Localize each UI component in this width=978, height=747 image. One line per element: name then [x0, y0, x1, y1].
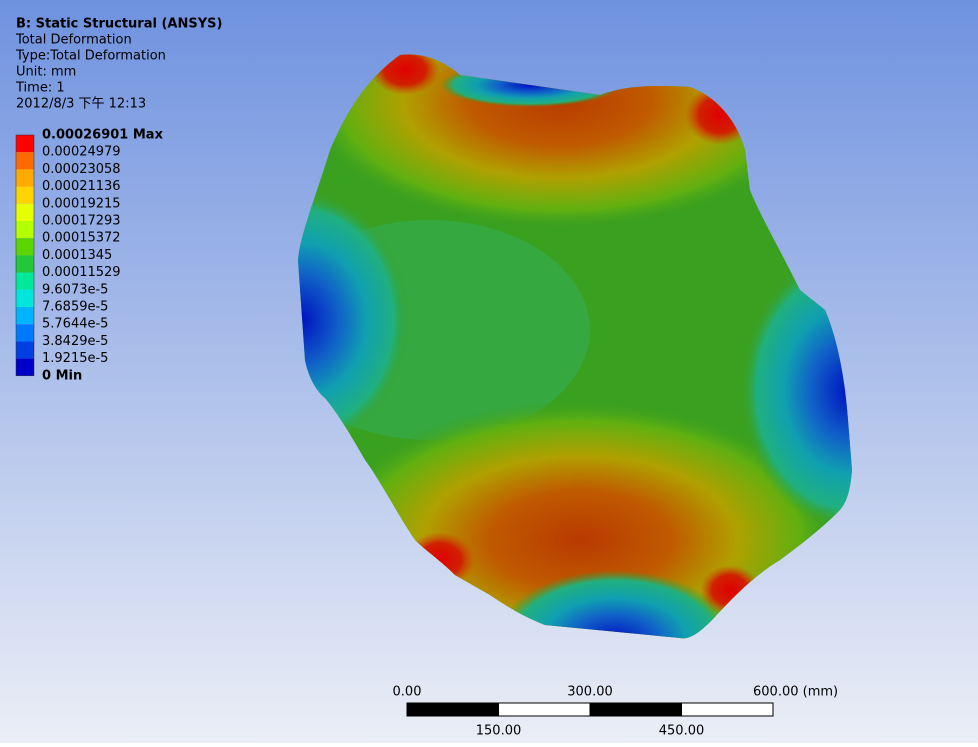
legend-label: 3.8429e-5 — [42, 334, 108, 349]
legend-label: 5.7644e-5 — [42, 317, 108, 332]
info-line: Time: 1 — [15, 81, 65, 96]
legend-swatch — [16, 255, 34, 273]
legend-label: 0.00019215 — [42, 196, 121, 211]
legend-label: 0.0001345 — [42, 248, 112, 263]
scale-segment — [406, 702, 499, 717]
scale-label: 450.00 — [659, 724, 705, 739]
legend-label: 0 Min — [42, 368, 82, 383]
legend-label: 1.9215e-5 — [42, 351, 108, 366]
legend-label: 0.00015372 — [42, 231, 121, 246]
legend-swatch — [16, 341, 34, 359]
legend-swatch — [16, 238, 34, 256]
legend-swatch — [16, 289, 34, 307]
legend-swatch — [16, 135, 34, 153]
scale-label: 300.00 — [567, 685, 613, 700]
legend-frame — [15, 134, 35, 377]
legend-swatch — [16, 358, 34, 376]
info-line: Unit: mm — [16, 65, 76, 80]
legend-swatch — [16, 307, 34, 325]
scale-segment — [498, 702, 591, 717]
legend-label: 0.00017293 — [42, 214, 121, 229]
legend-label: 9.6073e-5 — [42, 282, 108, 297]
legend-label: 0.00023058 — [42, 162, 121, 177]
legend-label: 0.00026901 Max — [42, 128, 164, 143]
legend-label: 0.00011529 — [42, 265, 121, 280]
legend-swatch — [16, 169, 34, 187]
legend-swatch — [16, 186, 34, 204]
info-line: Type:Total Deformation — [15, 49, 166, 64]
legend-swatch — [16, 272, 34, 290]
legend-label: 7.6859e-5 — [42, 300, 108, 315]
scale-label: 0.00 — [393, 685, 422, 700]
legend: 0.00026901 Max 0.00024979 0.00023058 0.0002… — [15, 128, 164, 383]
scale-label: 600.00 (mm) — [753, 685, 838, 700]
legend-label: 0.00021136 — [42, 179, 121, 194]
result-title: B: Static Structural (ANSYS) — [16, 17, 222, 32]
legend-swatch — [16, 221, 34, 239]
legend-swatch — [16, 203, 34, 221]
info-line: 2012/8/3 下午 12:13 — [16, 97, 146, 112]
scale-segment — [589, 702, 682, 717]
legend-swatch — [16, 324, 34, 342]
legend-swatch — [16, 152, 34, 170]
scale-segment — [681, 702, 774, 717]
scale-label: 150.00 — [476, 724, 522, 739]
legend-label: 0.00024979 — [42, 145, 121, 160]
scale-bar: 0.00 300.00 600.00 (mm) 150.00 450.00 — [393, 685, 839, 739]
info-line: Total Deformation — [15, 33, 132, 48]
